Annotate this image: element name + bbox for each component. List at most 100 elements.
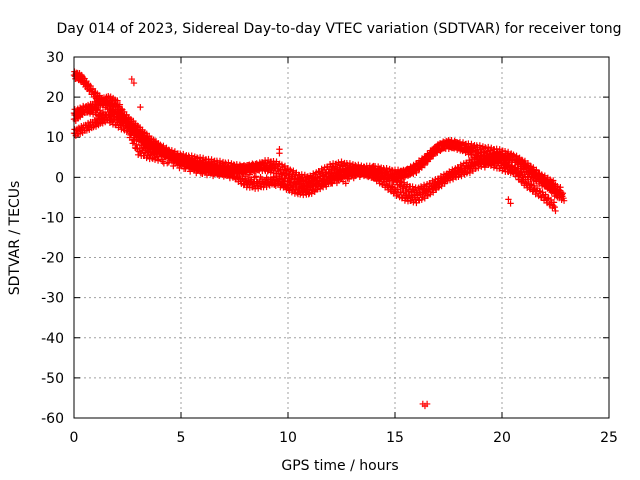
data-point [255, 179, 263, 186]
data-point [382, 168, 390, 176]
data-point [156, 150, 163, 158]
data-point [196, 160, 204, 167]
data-point [216, 172, 223, 179]
data-point [397, 178, 405, 185]
x-tick-label: 20 [493, 430, 511, 446]
data-point [78, 110, 85, 117]
y-tick-label: -40 [41, 331, 64, 347]
data-points [70, 68, 568, 410]
data-point [263, 174, 270, 181]
data-point [177, 152, 185, 159]
data-point [485, 143, 492, 151]
data-point [472, 165, 479, 172]
data-point [289, 186, 296, 193]
data-point [264, 178, 272, 186]
data-point [274, 177, 281, 184]
y-tick-label: 30 [46, 50, 64, 66]
data-point [209, 172, 217, 180]
data-point [550, 177, 557, 184]
data-point [210, 158, 218, 165]
y-tick-label: 10 [46, 130, 64, 146]
data-point [226, 174, 234, 182]
data-point [190, 161, 197, 169]
data-point [541, 174, 548, 181]
data-point [470, 143, 477, 150]
data-point [154, 157, 162, 164]
data-point [361, 169, 368, 177]
data-point [199, 170, 206, 178]
data-point [336, 171, 344, 179]
x-axis-label: GPS time / hours [281, 458, 398, 474]
data-point [202, 166, 209, 174]
data-point [194, 165, 202, 172]
series-scattered-marks [128, 75, 514, 410]
data-point [309, 182, 316, 189]
data-point [318, 181, 325, 189]
data-point [475, 164, 482, 172]
data-point [409, 183, 416, 190]
data-point [266, 182, 273, 189]
data-point [128, 75, 135, 83]
data-point [376, 165, 383, 172]
data-point [410, 170, 417, 178]
y-tick-label: 20 [46, 90, 64, 106]
y-tick-label: -50 [41, 371, 64, 387]
data-point [268, 164, 276, 171]
y-tick-label: -10 [41, 210, 64, 226]
data-point [214, 171, 221, 178]
data-point [176, 164, 183, 172]
data-point [250, 161, 257, 168]
data-point [137, 103, 144, 111]
data-point [153, 149, 160, 157]
data-point [283, 185, 290, 192]
x-tick-label: 25 [600, 430, 618, 446]
data-point [560, 197, 568, 204]
data-point [518, 156, 526, 164]
data-point [131, 137, 138, 145]
data-point [252, 173, 260, 180]
data-point [297, 181, 304, 188]
data-point [306, 189, 313, 196]
data-point [269, 176, 276, 183]
data-point [356, 173, 364, 180]
data-point [200, 165, 208, 172]
data-point [362, 171, 370, 178]
data-point [135, 148, 143, 155]
data-point [223, 167, 231, 174]
data-point [444, 175, 451, 182]
data-point [244, 180, 251, 188]
y-tick-label: -60 [41, 411, 64, 427]
data-point [251, 167, 259, 175]
data-point [212, 166, 220, 173]
data-point [196, 164, 203, 171]
data-point [342, 180, 349, 187]
data-point [245, 174, 252, 182]
data-point [165, 159, 172, 166]
data-point [337, 162, 344, 169]
data-point [313, 180, 321, 187]
data-point [125, 124, 132, 131]
axis-ticks [73, 56, 610, 419]
data-point [533, 166, 540, 174]
data-point [333, 179, 341, 187]
data-point [514, 167, 521, 175]
data-point [127, 131, 134, 139]
data-point [225, 170, 232, 177]
data-point [307, 183, 315, 191]
data-point [438, 146, 445, 153]
data-point [419, 189, 426, 196]
data-point [413, 169, 420, 177]
data-point [167, 154, 174, 162]
data-point [275, 178, 283, 185]
data-point [367, 169, 374, 177]
data-point [427, 185, 435, 192]
data-point [384, 174, 391, 182]
data-point [378, 170, 385, 177]
data-point [246, 171, 253, 178]
data-point [116, 101, 124, 108]
data-point [552, 207, 559, 215]
data-point [330, 174, 338, 181]
data-point [243, 177, 250, 185]
data-point [550, 199, 558, 206]
data-point [286, 179, 293, 186]
